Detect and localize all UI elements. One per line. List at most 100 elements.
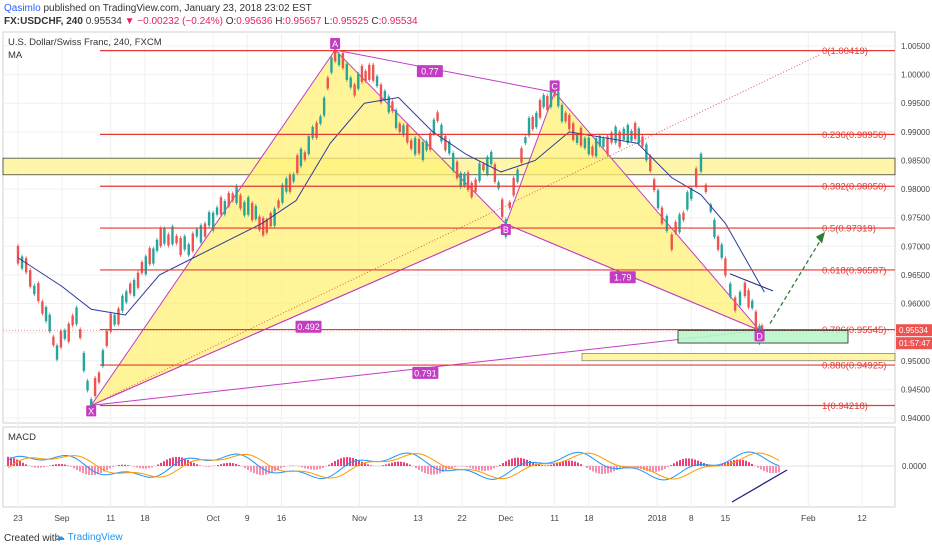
candle-body [383, 90, 387, 100]
candle-body [660, 207, 664, 224]
moving-average-line [17, 96, 765, 316]
candle-body [674, 221, 677, 233]
candle-body [341, 53, 345, 69]
macd-histogram-bar [319, 466, 321, 469]
candle-body [716, 236, 720, 250]
candle-body [482, 164, 485, 171]
macd-histogram-bar [661, 466, 663, 471]
candle-body [155, 239, 159, 251]
candle-body [55, 345, 59, 360]
candle-body [704, 184, 708, 193]
macd-histogram-bar [337, 459, 339, 466]
macd-histogram-bar [550, 464, 552, 466]
high-label: H: [275, 16, 286, 27]
macd-histogram-bar [94, 466, 96, 475]
macd-histogram-bar [394, 462, 396, 466]
candle-body [97, 372, 101, 383]
candle-body [371, 64, 375, 81]
candle-body [743, 282, 747, 297]
candle-body [75, 307, 78, 325]
candle-body [508, 201, 511, 208]
macd-histogram-bar [589, 466, 591, 470]
macd-histogram-bar [358, 460, 360, 466]
candle-body [235, 185, 238, 203]
macd-histogram-bar [409, 464, 411, 466]
macd-histogram-bar [160, 462, 162, 466]
macd-histogram-bar [655, 466, 657, 472]
macd-histogram-bar [469, 466, 471, 468]
macd-histogram-bar [610, 466, 612, 473]
candle-body [538, 100, 542, 118]
candle-body [402, 125, 405, 136]
macd-histogram-bar [481, 466, 483, 471]
candle-body [223, 201, 227, 215]
candle-body [175, 235, 178, 244]
macd-histogram-bar [58, 463, 60, 466]
price-tick-label: 1.00000 [901, 71, 930, 80]
time-tick-label: 18 [140, 513, 150, 523]
time-tick-label: Oct [207, 513, 221, 523]
macd-histogram-bar [355, 459, 357, 466]
macd-histogram-bar [136, 466, 138, 468]
candle-body [89, 399, 93, 408]
candle-body [195, 229, 199, 237]
tradingview-logo[interactable]: ☁ TradingView [55, 532, 123, 543]
candle-body [132, 279, 136, 296]
candle-body [649, 156, 652, 172]
macd-histogram-bar [142, 466, 144, 469]
candle-body [410, 140, 413, 149]
macd-histogram-bar [322, 466, 324, 468]
macd-histogram-bar [763, 466, 765, 472]
candle-body [520, 148, 523, 163]
macd-histogram-bar [34, 466, 36, 468]
macd-histogram-bar [340, 458, 342, 466]
current-price-badge [896, 324, 932, 337]
macd-histogram-bar [13, 458, 15, 466]
macd-histogram-bar [262, 466, 264, 476]
macd-histogram-bar [139, 466, 141, 469]
pattern-point-badge [549, 80, 560, 92]
macd-histogram-bar [457, 466, 459, 467]
candle-body [524, 137, 527, 144]
time-tick-label: 2018 [648, 513, 667, 523]
candle-body [86, 380, 89, 391]
time-tick-label: 12 [857, 513, 867, 523]
macd-histogram-bar [76, 466, 78, 470]
macd-histogram-bar [298, 466, 300, 467]
candle-body [357, 73, 360, 89]
macd-histogram-bar [37, 466, 39, 468]
candle-body [733, 297, 737, 311]
macd-histogram-bar [421, 466, 423, 472]
candle-body [211, 212, 215, 231]
candle-body [353, 84, 356, 96]
pane-title: U.S. Dollar/Swiss Franc, 240, FXCM [8, 37, 162, 48]
macd-histogram-bar [196, 464, 198, 466]
macd-histogram-bar [454, 466, 456, 468]
time-tick-label: 18 [584, 513, 594, 523]
candle-body [179, 237, 182, 256]
candle-body [379, 84, 383, 103]
candle-body [59, 330, 63, 348]
ratio-badge [609, 271, 636, 284]
pattern-point-badge [754, 330, 765, 342]
macd-histogram-bar [523, 458, 525, 466]
candle-body [265, 219, 269, 233]
candle-body [413, 137, 417, 155]
macd-histogram-bar [544, 465, 546, 466]
macd-histogram-bar [73, 466, 75, 469]
macd-histogram-bar [580, 464, 582, 466]
candle-body [250, 202, 254, 221]
author-link[interactable]: Qasimlo [4, 3, 41, 14]
candle-body [288, 174, 292, 192]
time-tick-label: 16 [277, 513, 287, 523]
candle-body [163, 228, 166, 244]
macd-histogram-bar [508, 459, 510, 466]
candle-body [247, 197, 250, 215]
candle-body [360, 65, 364, 82]
candle-body [455, 161, 459, 179]
macd-histogram-bar [670, 465, 672, 466]
time-axis: 23 Sep 11 18 Oct 9 16 Nov 13 22 Dec 11 18 2018 8 15 Feb 1… [13, 513, 867, 523]
macd-histogram-bar [646, 466, 648, 471]
candle-body [44, 306, 48, 322]
ratio-badge [412, 366, 439, 379]
